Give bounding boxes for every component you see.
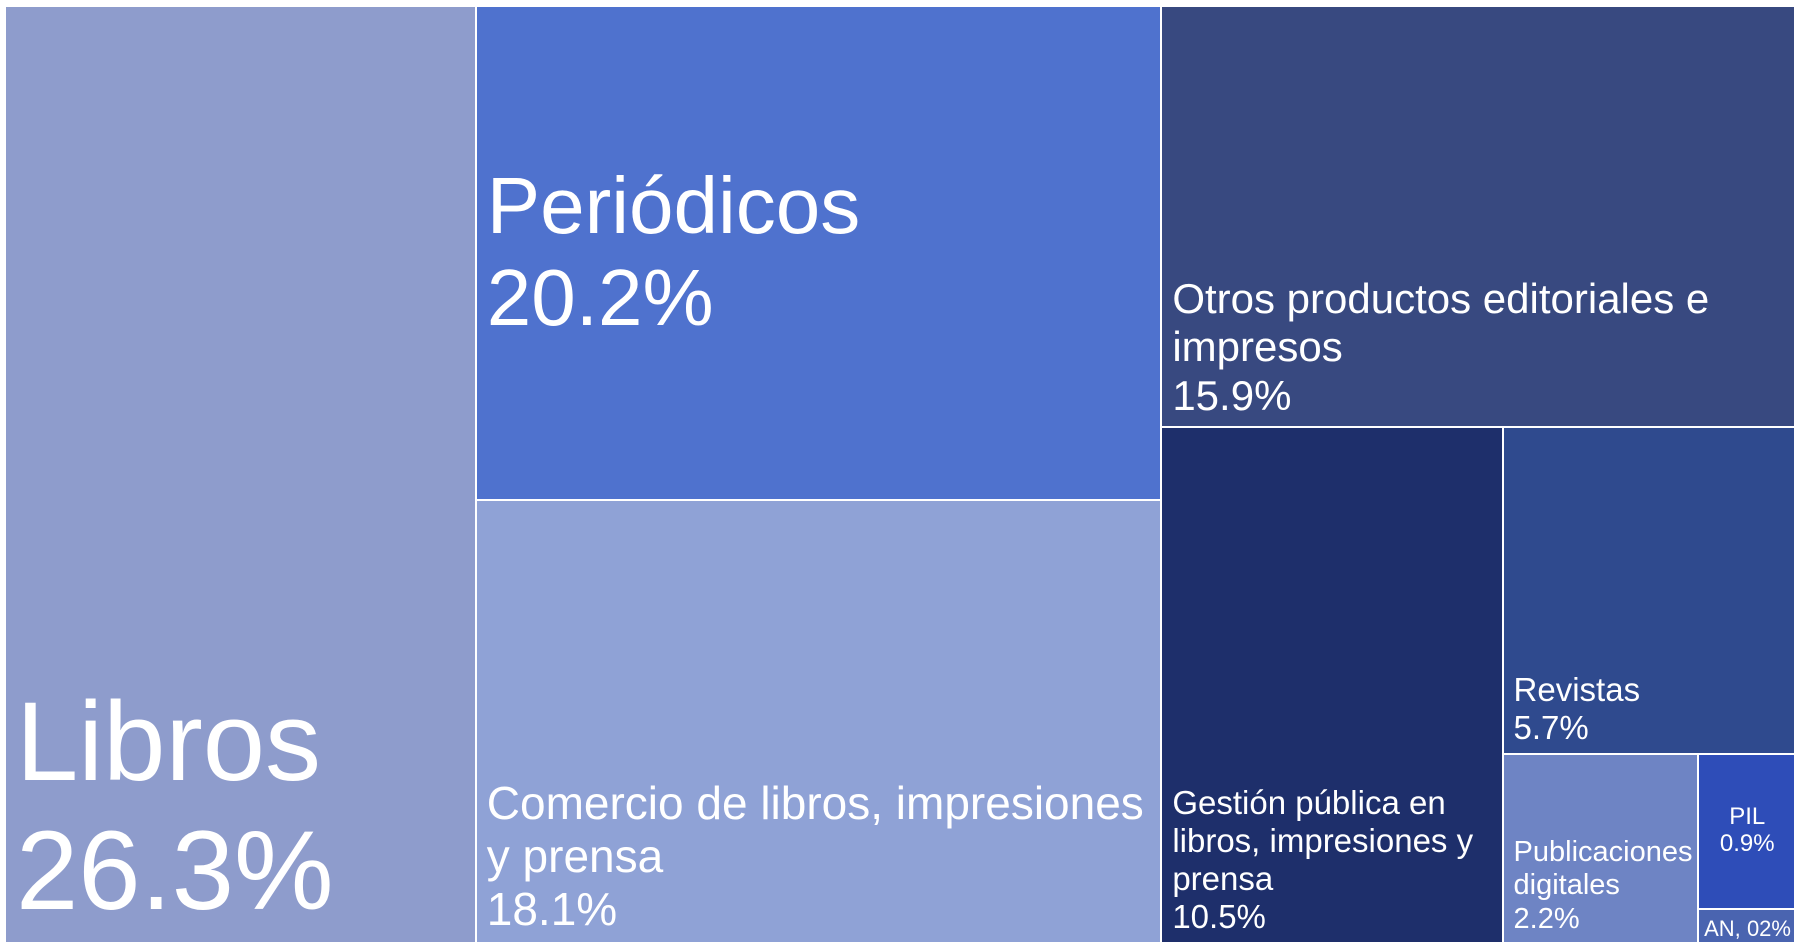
tile-label: Comercio de libros, impresiones y prensa — [486, 777, 1144, 883]
tile: Revistas 5.7% — [1502, 426, 1795, 754]
tile-label: Publicaciones digitales — [1513, 835, 1693, 902]
tile: Publicaciones digitales 2.2% — [1502, 753, 1698, 943]
tile-value: 0.9% — [1719, 830, 1775, 858]
tile-value: 02% — [1746, 915, 1791, 941]
tile-value: 18.1% — [486, 883, 618, 936]
tile: Gestión pública en libros, impresiones y… — [1161, 426, 1503, 943]
tile: Otros productos editoriales e impresos 15… — [1161, 6, 1795, 427]
tile-label: Otros productos editoriales e impresos — [1172, 274, 1710, 371]
tile-label: Libros — [16, 679, 322, 805]
tile-label: Periódicos — [486, 161, 861, 251]
tile-label: Gestión pública en libros, impresiones y… — [1172, 784, 1474, 898]
tile-value: 20.2% — [486, 253, 714, 343]
tile: Comercio de libros, impresiones y prensa… — [475, 500, 1162, 943]
tile: AN, 02% — [1697, 908, 1795, 943]
tile-value: 10.5% — [1172, 898, 1266, 936]
tile-value: 2.2% — [1513, 902, 1580, 935]
tile: PIL 0.9% — [1697, 753, 1795, 909]
tile-value: 5.7% — [1513, 708, 1589, 746]
tile-label: PIL — [1729, 802, 1766, 830]
tile-value: 15.9% — [1172, 371, 1292, 419]
tile: Libros 26.3% — [5, 6, 476, 943]
tile-value: 26.3% — [16, 808, 334, 934]
tile: Periódicos 20.2% — [475, 6, 1162, 501]
tile-label: Revistas — [1513, 670, 1641, 708]
tile-label: AN, — [1704, 915, 1741, 941]
